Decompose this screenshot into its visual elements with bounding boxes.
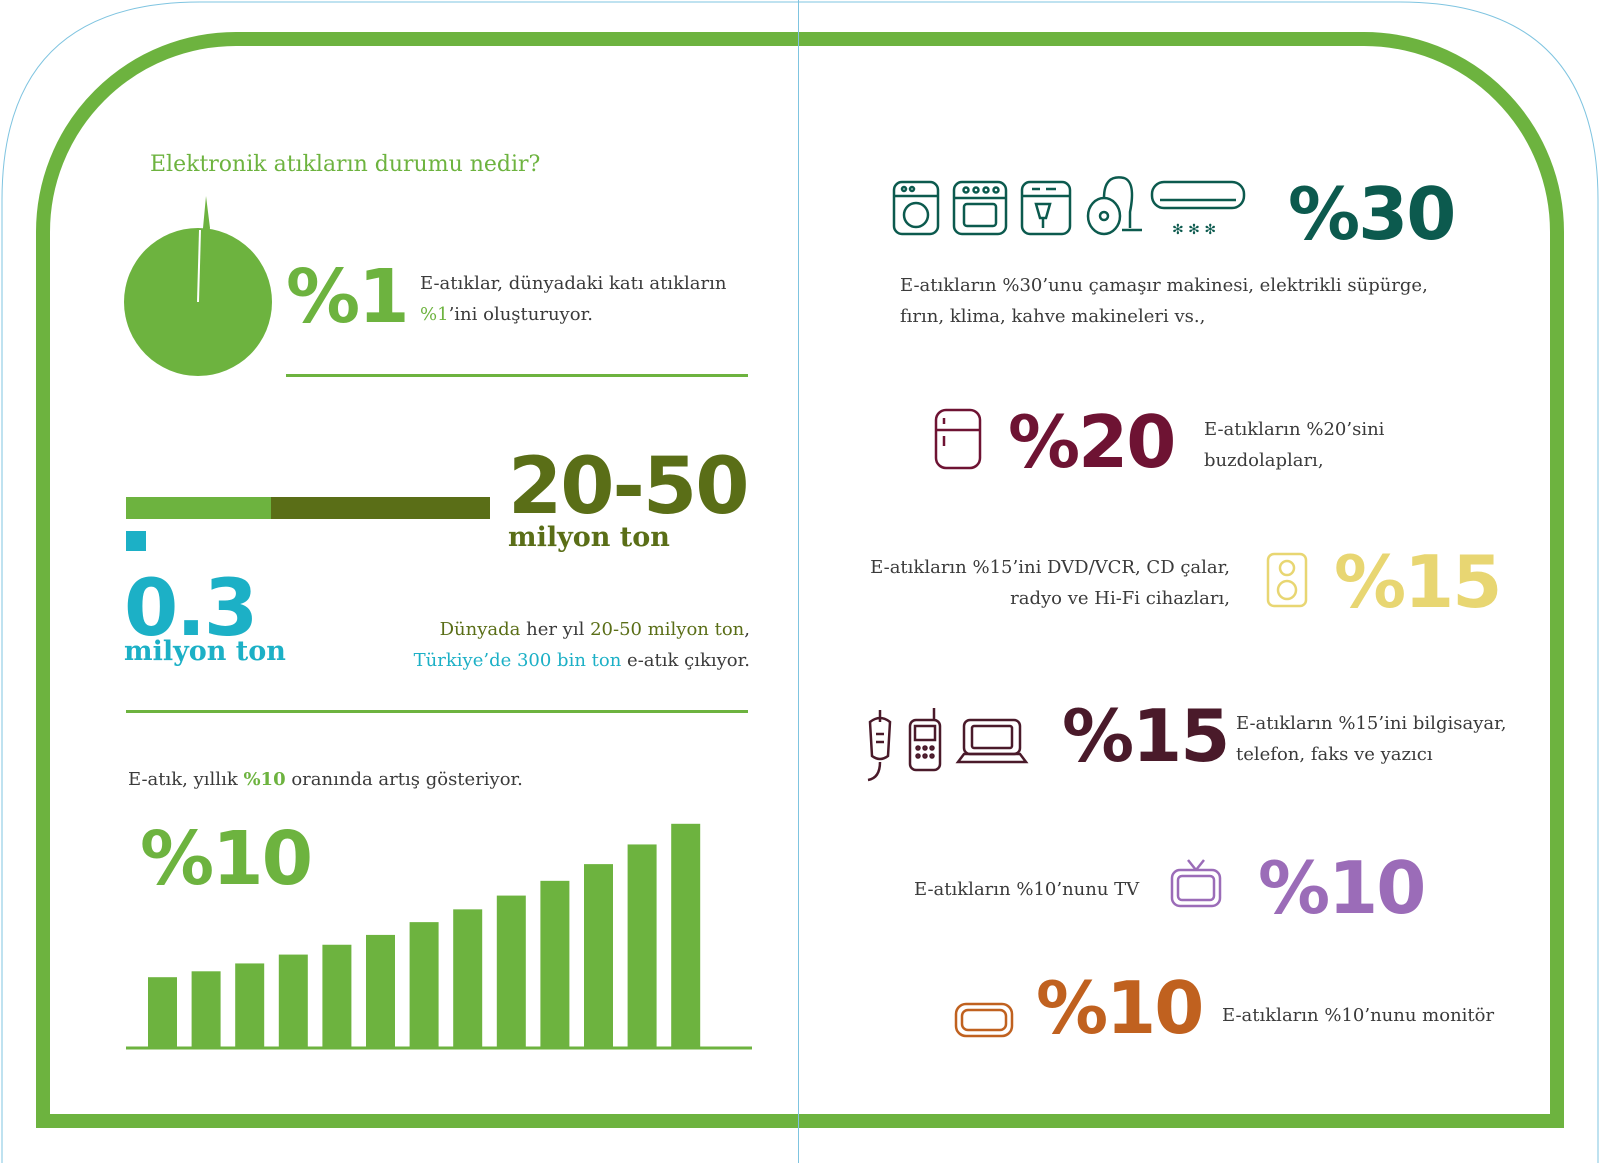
growth-bar (540, 880, 570, 1048)
appliances-text-line2: fırın, klima, kahve makineleri vs., (900, 306, 1206, 327)
tv-percent: %10 (1258, 846, 1426, 930)
share-text-line1: E-atıklar, dünyadaki katı atıkların (420, 273, 727, 294)
oven-icon (952, 180, 1008, 236)
appliances-percent: %30 (1288, 172, 1456, 256)
laptop-icon (955, 718, 1029, 764)
refrigerator-percent: %20 (1008, 400, 1176, 484)
share-text: E-atıklar, dünyadaki katı atıkların %1’i… (420, 268, 726, 330)
turkey-bar (126, 531, 146, 551)
growth-bar (191, 971, 221, 1048)
turkey-amount-unit: milyon ton (124, 636, 286, 667)
speaker-icon (1266, 552, 1308, 608)
growth-bar (453, 909, 483, 1048)
growth-text-highlight: %10 (243, 769, 286, 790)
share-text-highlight: %1 (420, 304, 449, 325)
mobile-phone-icon (908, 708, 942, 772)
amount-text-comma: , (744, 619, 750, 640)
share-pie-chart (124, 196, 272, 376)
amount-world-value: 20-50 milyon ton (590, 619, 745, 640)
it-text-line2: telefon, faks ve yazıcı (1236, 744, 1433, 765)
fax-headset-icon (867, 710, 892, 782)
monitor-icon (954, 1002, 1014, 1038)
pie-slice-1pct (198, 196, 210, 302)
share-percent: %1 (286, 254, 410, 340)
growth-bar (584, 864, 613, 1048)
growth-percent: %10 (140, 816, 313, 902)
appliances-text-line1: E-atıkların %30’unu çamaşır makinesi, el… (900, 275, 1428, 296)
growth-bar (627, 844, 657, 1048)
amount-text-line1: Dünyada her yıl 20-50 milyon ton, (380, 614, 750, 645)
growth-text: E-atık, yıllık %10 oranında artış göster… (128, 764, 523, 795)
appliances-text: E-atıkların %30’unu çamaşır makinesi, el… (900, 270, 1428, 332)
monitor-text: E-atıkların %10’nunu monitör (1222, 1005, 1495, 1026)
dishwasher-icon (1020, 180, 1072, 236)
refrigerator-text-line1: E-atıkların %20’sini (1204, 419, 1385, 440)
it-text-line1: E-atıkların %15’ini bilgisayar, (1236, 713, 1507, 734)
growth-text-a: E-atık, yıllık (128, 769, 244, 790)
page-question: Elektronik atıkların durumu nedir? (150, 152, 541, 177)
world-amount-unit: milyon ton (508, 522, 670, 553)
growth-bar-chart (126, 823, 752, 1050)
divider-2 (126, 710, 748, 713)
tv-text: E-atıkların %10’nunu TV (914, 879, 1140, 900)
audio-text-line1: E-atıkların %15’ini DVD/VCR, CD çalar, (870, 557, 1230, 578)
growth-bar (278, 954, 308, 1048)
world-amount: 20-50 (508, 442, 749, 532)
amount-turkey-value: Türkiye’de 300 bin ton (413, 650, 622, 671)
world-bar-light (126, 497, 271, 519)
turkey-amount: 0.3 (124, 564, 258, 654)
growth-bar (322, 944, 352, 1048)
tv-icon (1170, 859, 1222, 908)
share-text-rest: ’ini oluşturuyor. (448, 304, 593, 325)
growth-bar (366, 934, 395, 1048)
computer-phone-icons (867, 708, 1029, 782)
air-conditioner-icon: ✻ ✻ ✻ (1150, 180, 1246, 238)
divider-1 (286, 374, 748, 377)
washing-machine-icon (892, 180, 940, 236)
amount-text: Dünyada her yıl 20-50 milyon ton, Türkiy… (380, 614, 750, 676)
growth-bar (235, 963, 265, 1048)
refrigerator-text-line2: buzdolapları, (1204, 450, 1324, 471)
refrigerator-text: E-atıkların %20’sini buzdolapları, (1204, 414, 1384, 476)
it-percent: %15 (1062, 694, 1230, 778)
audio-text: E-atıkların %15’ini DVD/VCR, CD çalar, r… (830, 552, 1230, 614)
growth-bar (496, 895, 526, 1048)
growth-bar (671, 823, 701, 1048)
refrigerator-icon (934, 408, 982, 470)
it-text: E-atıkların %15’ini bilgisayar, telefon,… (1236, 708, 1506, 770)
monitor-percent: %10 (1036, 966, 1204, 1050)
green-frame (36, 32, 1564, 1128)
appliance-icons: ✻ ✻ ✻ (892, 176, 1246, 238)
growth-bar (409, 922, 439, 1048)
vacuum-cleaner-icon (1086, 176, 1142, 236)
fold-line (798, 0, 799, 1163)
amount-text-end: e-atık çıkıyor. (621, 650, 750, 671)
audio-text-line2: radyo ve Hi-Fi cihazları, (1010, 588, 1230, 609)
share-text-line2: %1’ini oluşturuyor. (420, 299, 726, 330)
amount-world-label: Dünyada (439, 619, 521, 640)
world-bar-dark (271, 497, 490, 519)
amount-text-line2: Türkiye’de 300 bin ton e-atık çıkıyor. (380, 645, 750, 676)
audio-percent: %15 (1334, 540, 1502, 624)
growth-bar (148, 977, 177, 1048)
svg-text:✻ ✻ ✻: ✻ ✻ ✻ (1172, 222, 1216, 238)
amount-text-mid: her yıl (520, 619, 591, 640)
growth-text-b: oranında artış gösteriyor. (285, 769, 523, 790)
